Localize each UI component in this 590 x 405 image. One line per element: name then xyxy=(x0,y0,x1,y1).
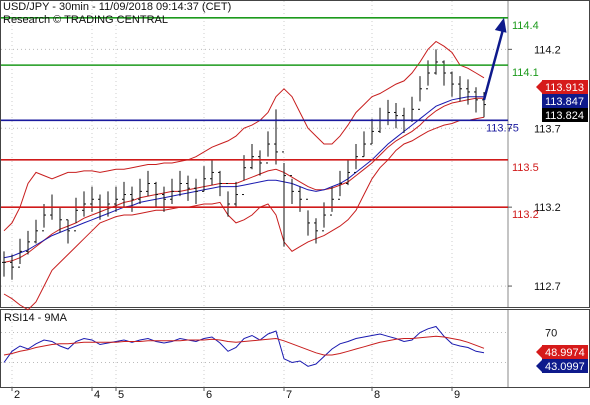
rsi-badge xyxy=(542,345,588,359)
rsi-series-9MA xyxy=(3,335,485,356)
y-tick-label: 112.7 xyxy=(534,281,561,293)
level-label-114.1: 114.1 xyxy=(512,67,539,79)
price-badge xyxy=(542,94,588,108)
price-badge xyxy=(542,108,588,122)
level-label-114.4: 114.4 xyxy=(512,20,539,32)
x-tick-label: 7 xyxy=(286,389,292,400)
price-badge-pointer xyxy=(536,81,542,93)
rsi-y-tick-label: 70 xyxy=(545,328,557,340)
rsi-badge-pointer xyxy=(536,360,542,372)
rsi-badge xyxy=(542,359,588,373)
x-tick-label: 5 xyxy=(118,389,124,400)
rsi-pane-border xyxy=(0,309,590,388)
series-lower-band xyxy=(3,116,485,311)
chart-title: USD/JPY - 30min - 11/09/2018 09:14:37 (C… xyxy=(3,1,232,13)
rsi-series-RSI14 xyxy=(3,325,485,367)
research-credit: Research © TRADING CENTRAL xyxy=(3,14,168,26)
y-tick-label: 114.2 xyxy=(534,44,561,56)
price-badge-label: 113.824 xyxy=(545,110,584,122)
level-label-113.5: 113.5 xyxy=(512,162,539,174)
rsi-badge-label: 43.0997 xyxy=(545,361,585,373)
y-tick-label: 113.2 xyxy=(534,202,561,214)
level-label-113.75: 113.75 xyxy=(486,122,519,134)
projection-arrowhead xyxy=(494,17,507,33)
price-badge xyxy=(542,80,588,94)
x-tick-label: 9 xyxy=(454,389,460,400)
main-pane-border xyxy=(0,0,590,308)
series-upper-band xyxy=(3,40,485,232)
rsi-badge-pointer xyxy=(536,346,542,358)
x-tick-label: 2 xyxy=(14,389,20,400)
y-tick-label: 113.7 xyxy=(534,123,561,135)
x-tick-label: 4 xyxy=(94,389,100,400)
rsi-badge-label: 48.9974 xyxy=(545,347,585,359)
price-badge-label: 113.913 xyxy=(545,82,584,94)
rsi-title: RSI14 - 9MA xyxy=(4,312,68,324)
level-label-113.2: 113.2 xyxy=(512,209,539,221)
price-badge-label: 113.847 xyxy=(545,96,584,108)
projection-arrow-shaft xyxy=(482,25,506,101)
x-tick-label: 8 xyxy=(374,389,380,400)
x-tick-label: 6 xyxy=(206,389,212,400)
